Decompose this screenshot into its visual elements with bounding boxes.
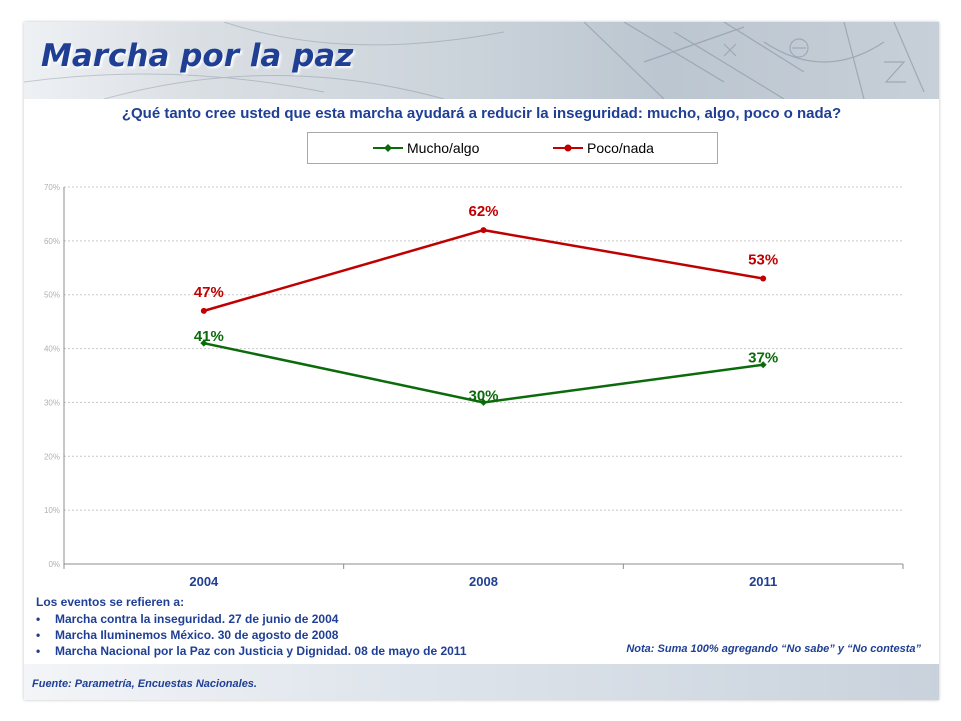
note-text: Nota: Suma 100% agregando “No sabe” y “N…: [626, 643, 921, 655]
y-tick-label: 70%: [44, 183, 60, 192]
data-label: 41%: [194, 328, 224, 345]
notes-heading: Los eventos se refieren a:: [36, 595, 185, 609]
data-point: [200, 339, 208, 347]
x-tick-label: 2011: [749, 574, 777, 589]
y-tick-label: 50%: [44, 291, 60, 300]
data-point: [200, 307, 207, 314]
decorative-banner-art: [24, 22, 925, 99]
data-label: 30%: [468, 387, 498, 404]
data-label: 47%: [194, 284, 224, 301]
chart-legend: Mucho/algo Poco/nada: [307, 132, 718, 164]
x-tick-label: 2004: [189, 574, 219, 589]
x-tick-label: 2008: [469, 574, 498, 589]
legend-line-diamond-icon: [373, 144, 403, 152]
legend-item-poco-nada: Poco/nada: [553, 133, 654, 163]
series-line: [203, 228, 764, 313]
list-item: Marcha contra la inseguridad. 27 de juni…: [36, 611, 636, 627]
footer-band: Fuente: Parametría, Encuestas Nacionales…: [24, 664, 939, 700]
y-tick-label: 60%: [44, 237, 60, 246]
legend-label: Poco/nada: [587, 140, 654, 156]
legend-label: Mucho/algo: [407, 140, 480, 156]
y-tick-label: 40%: [44, 345, 60, 354]
y-tick-label: 20%: [44, 452, 60, 461]
data-point: [480, 227, 487, 234]
data-label: 37%: [748, 350, 778, 367]
data-point: [760, 275, 767, 282]
slide: Marcha por la paz ¿Qué tanto cree usted …: [24, 22, 939, 700]
data-label: 53%: [748, 252, 778, 269]
legend-line-circle-icon: [553, 144, 583, 152]
data-point: [480, 398, 487, 406]
list-item: Marcha Iluminemos México. 30 de agosto d…: [36, 627, 636, 643]
line-chart: 0% 10% 20% 30% 40% 50% 60% 70% 2004 2008 2011 41% 30…: [44, 183, 904, 589]
events-notes: Los eventos se refieren a: Marcha contra…: [36, 595, 636, 659]
y-tick-label: 10%: [44, 506, 60, 515]
list-item: Marcha Nacional por la Paz con Justicia …: [36, 643, 636, 659]
data-label: 62%: [468, 203, 498, 220]
y-tick-label: 0%: [48, 560, 60, 569]
y-tick-label: 30%: [44, 398, 60, 407]
legend-item-mucho-algo: Mucho/algo: [373, 133, 479, 163]
slide-title: Marcha por la paz: [41, 38, 354, 74]
survey-question: ¿Qué tanto cree usted que esta marcha ay…: [121, 105, 842, 122]
events-list: Marcha contra la inseguridad. 27 de juni…: [36, 611, 636, 659]
data-point: [759, 361, 767, 369]
source-text: Fuente: Parametría, Encuestas Nacionales…: [32, 678, 257, 690]
header-banner: Marcha por la paz: [24, 22, 939, 99]
